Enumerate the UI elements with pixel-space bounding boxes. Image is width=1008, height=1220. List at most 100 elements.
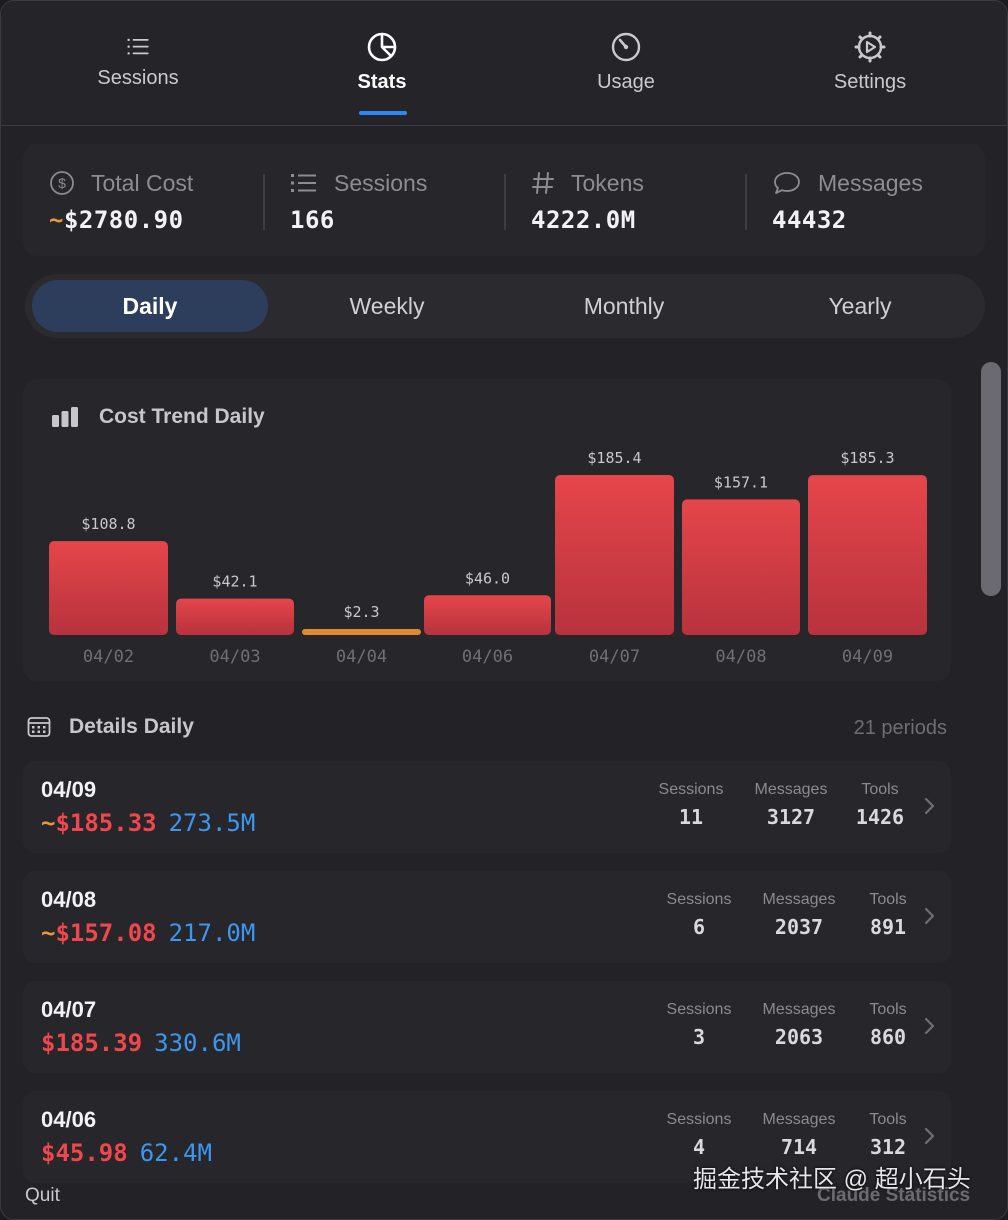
row-sessions: Sessions 11 [653,781,729,829]
tab-label: Sessions [97,67,179,89]
metric-label: Tools [869,1111,907,1128]
x-tick-label: 04/03 [209,647,260,667]
list-icon [127,38,149,55]
stat-value: $2780.90 [63,206,184,234]
metric-label: Messages [762,1001,836,1018]
table-row[interactable]: 04/08 ~$157.08 217.0M Sessions 6 Messages 2037… [23,871,951,963]
bar-value-label: $2.3 [343,603,379,621]
quit-button[interactable]: Quit [25,1185,60,1206]
tab-label: Settings [833,71,907,93]
period-weekly[interactable]: Weekly [349,293,425,319]
details-header: Details Daily [27,715,194,739]
metric-value: 1426 [855,805,905,829]
chevron-right-icon [924,1017,935,1035]
bar-value-label: $42.1 [212,573,257,591]
row-messages: Messages 2063 [757,1001,841,1049]
top-tab-bar: Sessions Stats Usage [1,1,1007,126]
chart-bar[interactable] [49,541,168,635]
period-yearly[interactable]: Yearly [828,293,892,319]
row-cost: $45.98 [41,1139,128,1167]
row-messages: Messages 2037 [757,891,841,939]
bar-value-label: $185.4 [587,449,641,467]
row-messages: Messages 714 [757,1111,841,1159]
gauge-icon [611,32,641,62]
period-daily[interactable]: Daily [32,280,268,332]
stat-label: Tokens [571,169,644,196]
calendar-icon [27,717,51,737]
tab-stats[interactable]: Stats [282,31,482,94]
bar-chart-icon [52,407,78,427]
row-tokens: 62.4M [139,1139,212,1167]
chart-bar[interactable] [302,629,421,635]
dollar-circle-icon: $ [50,171,74,195]
active-tab-indicator [359,111,407,115]
row-tools: Tools 860 [861,1001,915,1049]
chevron-right-icon [924,1127,935,1145]
metric-label: Sessions [658,781,724,798]
row-cost-line: ~$185.33 273.5M [41,809,255,837]
x-tick-label: 04/09 [842,647,893,667]
table-row[interactable]: 04/06 $45.98 62.4M Sessions 4 Messages 714 Tool… [23,1091,951,1183]
row-messages: Messages 3127 [749,781,833,829]
metric-label: Messages [762,891,836,908]
row-cost-line: $45.98 62.4M [41,1139,212,1167]
chart-bar[interactable] [555,475,674,635]
row-cost: $185.33 [55,809,157,837]
watermark: 掘金技术社区 @ 超小石头 [693,1166,971,1193]
row-tools: Tools 891 [861,891,915,939]
tab-usage[interactable]: Usage [526,31,726,94]
scrollbar-thumb[interactable] [981,362,1001,596]
metric-label: Sessions [666,1111,732,1128]
row-cost-line: ~$157.08 217.0M [41,919,255,947]
metric-value: 2037 [774,915,824,939]
chart-bar[interactable] [176,598,294,635]
metric-value: 714 [780,1135,818,1159]
chart-bar[interactable] [682,499,800,635]
x-tick-label: 04/02 [83,647,134,667]
period-monthly[interactable]: Monthly [583,293,665,319]
tab-label: Usage [597,71,655,93]
divider [745,174,747,230]
metric-label: Tools [869,891,907,908]
tab-sessions[interactable]: Sessions [38,31,238,90]
metric-value: 3 [692,1025,706,1049]
metric-value: 11 [678,805,704,829]
x-tick-label: 04/08 [715,647,766,667]
hash-icon [532,172,554,194]
table-row[interactable]: 04/07 $185.39 330.6M Sessions 3 Messages 2063 T… [23,981,951,1073]
x-tick-label: 04/04 [336,647,387,667]
divider [504,174,506,230]
metric-value: 312 [869,1135,907,1159]
chart-bar[interactable] [808,475,927,635]
sessions-stat: Sessions 166 [290,168,520,235]
metric-label: Messages [762,1111,836,1128]
row-tokens: 273.5M [168,809,256,837]
metric-label: Messages [754,781,828,798]
stat-label: Sessions [334,169,428,196]
gear-icon [854,31,886,63]
stat-value: 166 [290,206,335,234]
row-tools: Tools 312 [861,1111,915,1159]
x-tick-label: 04/07 [589,647,640,667]
list-icon [291,174,316,192]
stat-label: Total Cost [91,169,194,196]
metric-value: 891 [869,915,907,939]
details-title: Details Daily [69,715,194,738]
row-sessions: Sessions 3 [661,1001,737,1049]
bar-value-label: $185.3 [840,449,894,467]
period-segmented-control: Daily Weekly Monthly Yearly [25,274,985,338]
svg-text:$: $ [58,175,66,191]
estimate-tilde: ~ [41,809,56,837]
row-sessions: Sessions 4 [661,1111,737,1159]
metric-value: 860 [869,1025,907,1049]
tab-settings[interactable]: Settings [770,31,970,94]
table-row[interactable]: 04/09 ~$185.33 273.5M Sessions 11 Messages 312… [23,761,951,853]
app-name: Claude Statistics [817,1185,971,1206]
messages-stat: Messages 44432 [772,168,1002,235]
row-cost: $157.08 [55,919,157,947]
estimate-tilde: ~ [49,206,64,234]
total-cost-stat: $ Total Cost ~$2780.90 [49,168,279,235]
chart-bar[interactable] [424,595,551,635]
speech-bubble-icon [774,172,800,194]
